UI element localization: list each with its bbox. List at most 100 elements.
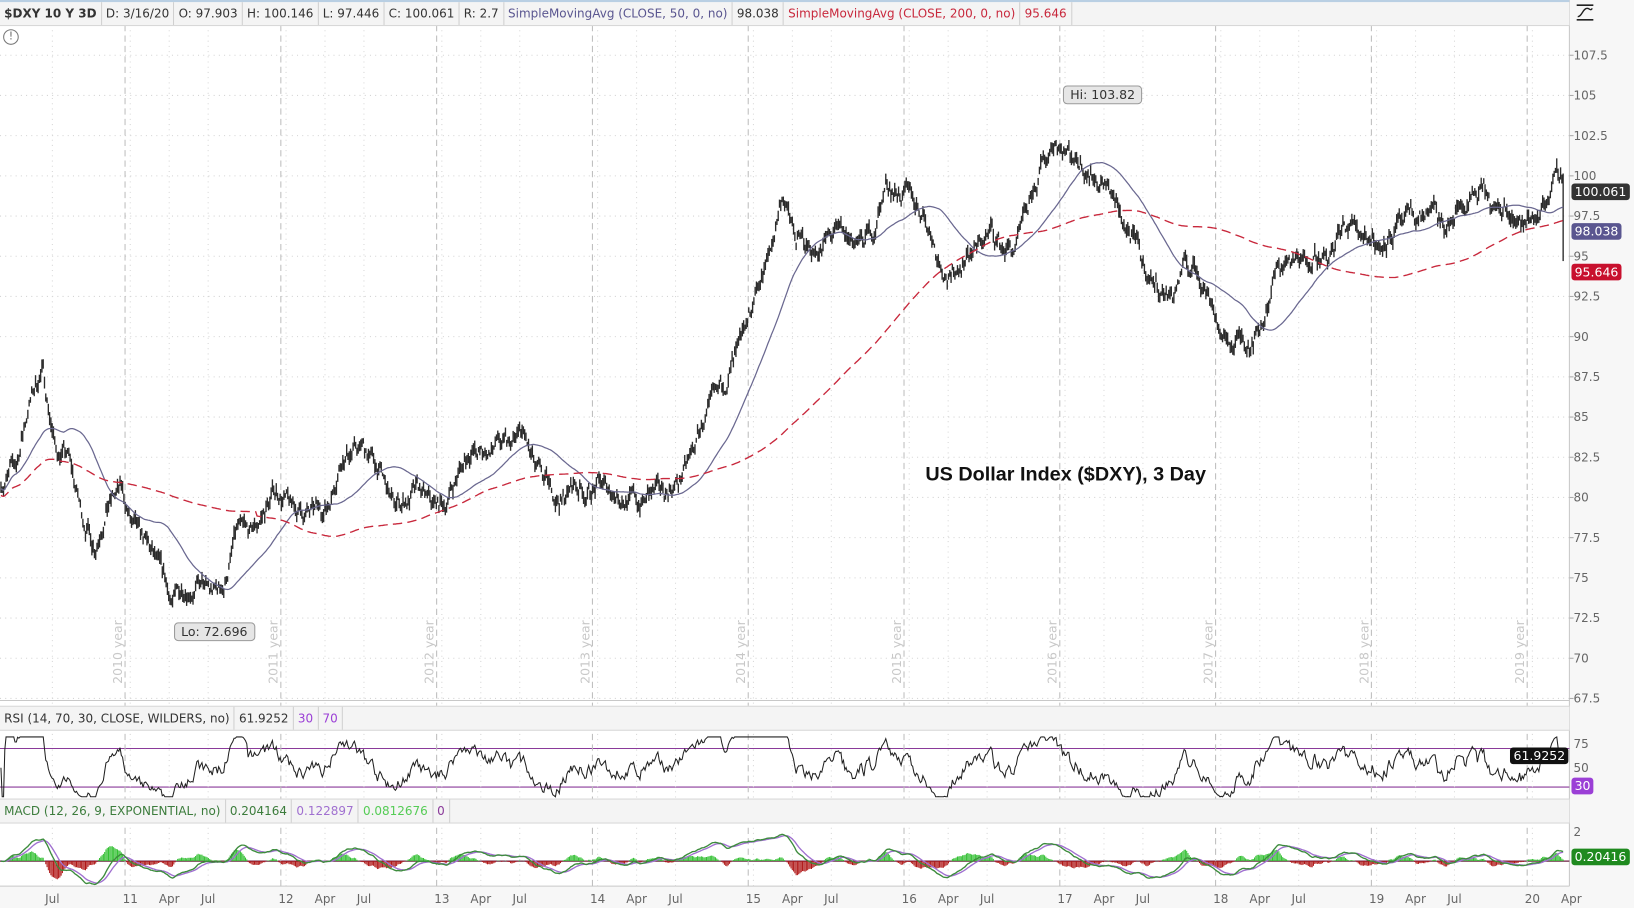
x-tick-label: 15 xyxy=(746,892,761,906)
year-label: 2015 year xyxy=(889,619,904,684)
high-callout: Hi: 103.82 xyxy=(1062,85,1143,104)
x-tick-label: Jul xyxy=(512,892,527,906)
macd-panel xyxy=(0,833,1564,886)
x-tick-label: Jul xyxy=(823,892,838,906)
sma200-study-label[interactable]: SimpleMovingAvg (CLOSE, 200, 0, no) xyxy=(784,2,1021,26)
rsi-value: 61.9252 xyxy=(235,706,294,730)
exclamation-circle-icon[interactable]: ! xyxy=(3,29,19,45)
x-tick-label: 16 xyxy=(902,892,917,906)
symbol-label[interactable]: $DXY 10 Y 3D xyxy=(0,2,102,26)
x-tick-label: Apr xyxy=(1561,892,1582,906)
grid xyxy=(0,25,1570,887)
x-tick-label: 14 xyxy=(590,892,605,906)
rsi-oversold: 30 xyxy=(294,706,319,730)
y-tick-label: 72.5 xyxy=(1574,611,1601,625)
x-tick-label: Apr xyxy=(470,892,491,906)
rsi-axis-label: 75 xyxy=(1574,737,1589,751)
macd-study-label[interactable]: MACD (12, 26, 9, EXPONENTIAL, no) xyxy=(0,799,226,823)
x-tick-label: 20 xyxy=(1525,892,1540,906)
high-readout: H: 100.146 xyxy=(243,2,319,26)
x-tick-label: Apr xyxy=(1094,892,1115,906)
sma50-study-label[interactable]: SimpleMovingAvg (CLOSE, 50, 0, no) xyxy=(504,2,733,26)
x-tick-label: Jul xyxy=(44,892,59,906)
y-tick-label: 82.5 xyxy=(1574,450,1601,464)
macd-avg: 0.122897 xyxy=(292,799,359,823)
y-tick-label: 67.5 xyxy=(1574,692,1601,706)
x-tick-label: 18 xyxy=(1213,892,1228,906)
moving-averages xyxy=(0,161,1564,591)
y-tick-label: 95 xyxy=(1574,249,1589,263)
macd-value: 0.204164 xyxy=(226,799,293,823)
x-tick-label: Apr xyxy=(626,892,647,906)
y-tick-label: 90 xyxy=(1574,330,1589,344)
x-tick-label: 17 xyxy=(1057,892,1072,906)
macd-diff: 0.0812676 xyxy=(359,799,433,823)
year-label: 2019 year xyxy=(1512,619,1527,684)
x-tick-label: Apr xyxy=(159,892,180,906)
x-tick-label: Apr xyxy=(782,892,803,906)
close-price-badge: 100.061 xyxy=(1571,183,1630,201)
open-readout: O: 97.903 xyxy=(174,2,243,26)
time-axis-bg xyxy=(0,886,1634,908)
y-tick-label: 70 xyxy=(1574,651,1589,665)
x-tick-label: Apr xyxy=(315,892,336,906)
rsi-line xyxy=(0,736,1564,798)
price-bars xyxy=(0,139,1564,608)
price-axis-bg xyxy=(1569,0,1634,908)
x-tick-label: Jul xyxy=(1446,892,1461,906)
rsi-panel xyxy=(0,736,1564,798)
close-readout: C: 100.061 xyxy=(384,2,460,26)
y-tick-label: 97.5 xyxy=(1574,209,1601,223)
x-tick-label: Apr xyxy=(1249,892,1270,906)
x-tick-label: Jul xyxy=(1135,892,1150,906)
year-label: 2018 year xyxy=(1356,619,1371,684)
rsi-overbought: 70 xyxy=(318,706,344,730)
x-tick-label: Jul xyxy=(356,892,371,906)
x-tick-label: Jul xyxy=(1290,892,1305,906)
x-tick-label: 13 xyxy=(434,892,449,906)
year-label: 2013 year xyxy=(577,619,592,684)
rsi-30-badge: 30 xyxy=(1571,777,1594,795)
low-readout: L: 97.446 xyxy=(319,2,385,26)
macd-header: MACD (12, 26, 9, EXPONENTIAL, no) 0.2041… xyxy=(0,798,1570,824)
y-tick-label: 105 xyxy=(1574,89,1597,103)
year-label: 2016 year xyxy=(1045,619,1060,684)
low-callout: Lo: 72.696 xyxy=(173,622,255,641)
x-tick-label: Jul xyxy=(979,892,994,906)
y-tick-label: 107.5 xyxy=(1574,48,1608,62)
rsi-badge: 61.9252 xyxy=(1510,747,1569,765)
x-tick-label: Apr xyxy=(938,892,959,906)
x-tick-label: 19 xyxy=(1369,892,1384,906)
sma200-line xyxy=(0,209,1564,538)
chart-style-icon[interactable] xyxy=(1575,3,1596,22)
y-tick-label: 100 xyxy=(1574,169,1597,183)
y-tick-label: 77.5 xyxy=(1574,531,1601,545)
sma50-badge: 98.038 xyxy=(1571,223,1622,240)
y-tick-label: 85 xyxy=(1574,410,1589,424)
axes: 107.5 105 102.5 100 97.5 95 92.5 90 87.5 85 82.5 80… xyxy=(44,48,1608,905)
price-header: $DXY 10 Y 3D D: 3/16/20 O: 97.903 H: 100… xyxy=(0,0,1570,27)
sma50-line xyxy=(0,161,1564,591)
chart-title: US Dollar Index ($DXY), 3 Day xyxy=(925,463,1206,486)
x-tick-label: 12 xyxy=(278,892,293,906)
macd-axis-label: 2 xyxy=(1574,825,1582,839)
y-tick-label: 92.5 xyxy=(1574,290,1601,304)
year-label: 2017 year xyxy=(1200,619,1215,684)
sma50-value: 98.038 xyxy=(733,2,785,26)
y-tick-label: 75 xyxy=(1574,571,1589,585)
macd-value-line xyxy=(0,833,1564,886)
year-label: 2010 year xyxy=(110,619,125,684)
x-tick-label: Jul xyxy=(667,892,682,906)
sma200-badge: 95.646 xyxy=(1571,263,1622,281)
year-label: 2011 year xyxy=(266,619,281,684)
y-tick-label: 87.5 xyxy=(1574,370,1601,384)
rsi-study-label[interactable]: RSI (14, 70, 30, CLOSE, WILDERS, no) xyxy=(0,706,235,730)
year-label: 2012 year xyxy=(422,619,437,684)
range-readout: R: 2.7 xyxy=(460,2,504,26)
x-tick-label: 11 xyxy=(123,892,138,906)
x-tick-label: Apr xyxy=(1405,892,1426,906)
y-tick-label: 80 xyxy=(1574,491,1589,505)
year-label: 2014 year xyxy=(733,619,748,684)
